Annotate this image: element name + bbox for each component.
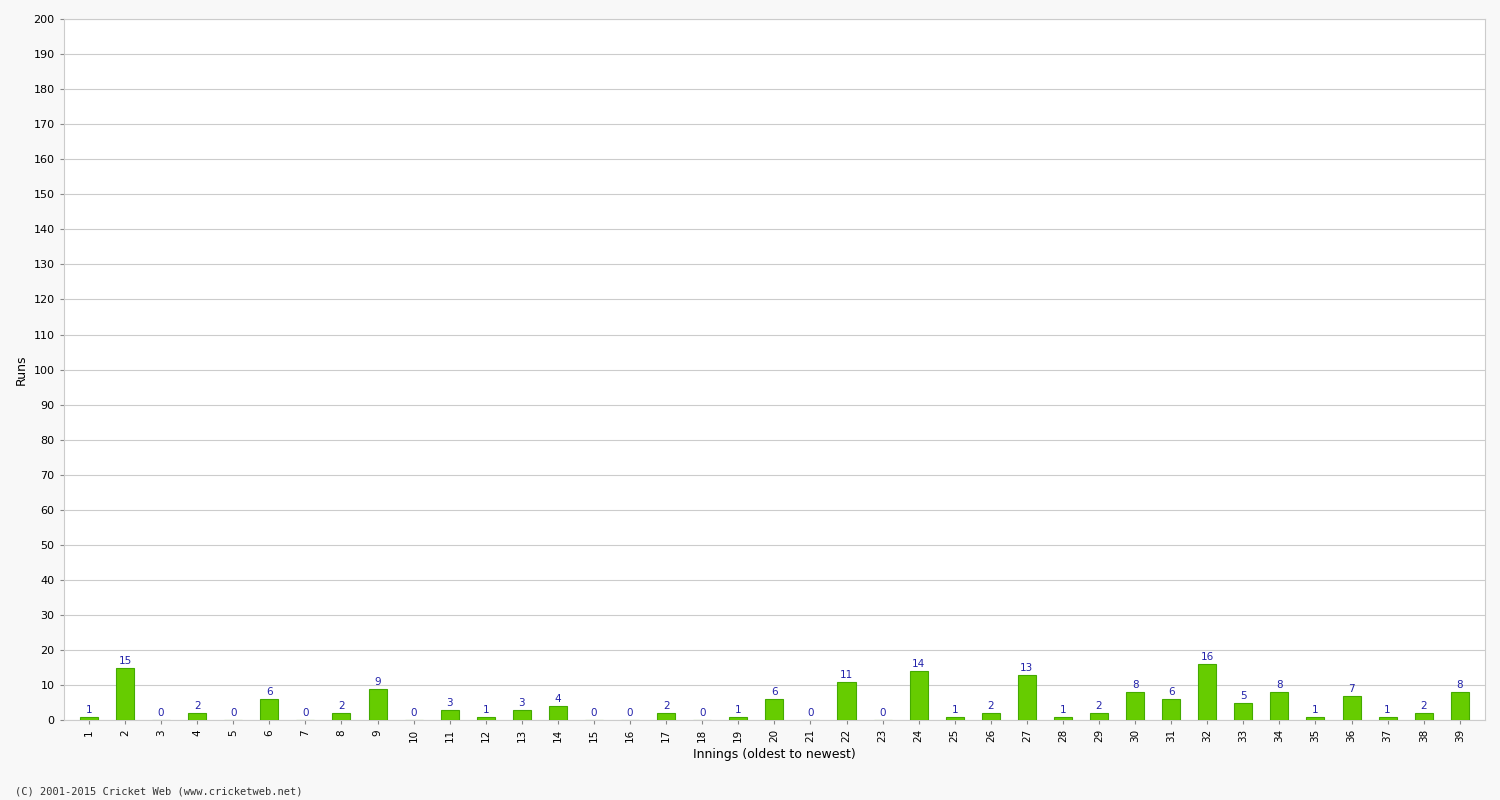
Bar [1234,702,1252,720]
Text: 0: 0 [411,709,417,718]
Text: 0: 0 [158,709,165,718]
Text: 16: 16 [1200,652,1214,662]
Bar [1342,696,1360,720]
Text: 1: 1 [1059,705,1066,715]
Bar [513,710,531,720]
Text: 1: 1 [951,705,958,715]
Text: 0: 0 [591,709,597,718]
Bar [1019,674,1036,720]
Text: 13: 13 [1020,663,1034,673]
Text: 14: 14 [912,659,926,670]
Bar [1414,713,1432,720]
Text: 1: 1 [86,705,93,715]
Text: 2: 2 [663,702,669,711]
Bar [1378,717,1396,720]
Text: 2: 2 [194,702,201,711]
Bar [945,717,963,720]
Text: 1: 1 [735,705,741,715]
Text: 3: 3 [447,698,453,708]
Bar [837,682,855,720]
Text: 11: 11 [840,670,854,680]
Bar [1198,664,1216,720]
Bar [1162,699,1180,720]
Text: 0: 0 [879,709,886,718]
Text: 6: 6 [1168,687,1174,698]
Text: 1: 1 [483,705,489,715]
Text: 2: 2 [1420,702,1426,711]
Text: 2: 2 [1095,702,1102,711]
Bar [982,713,1000,720]
Text: 4: 4 [555,694,561,704]
Bar [1450,692,1468,720]
Bar [333,713,351,720]
Text: 0: 0 [230,709,237,718]
Bar [188,713,206,720]
Bar [261,699,279,720]
Text: 15: 15 [118,656,132,666]
Bar [116,667,134,720]
Bar [657,713,675,720]
Bar [549,706,567,720]
Text: 8: 8 [1132,680,1138,690]
Bar [369,689,387,720]
Bar [1090,713,1108,720]
Text: 1: 1 [1384,705,1390,715]
Bar [441,710,459,720]
Text: 0: 0 [699,709,705,718]
Text: 8: 8 [1456,680,1462,690]
Text: 8: 8 [1276,680,1282,690]
Bar [765,699,783,720]
Bar [1054,717,1072,720]
Bar [729,717,747,720]
Bar [1306,717,1324,720]
Text: 0: 0 [807,709,813,718]
Text: 7: 7 [1348,684,1354,694]
Text: (C) 2001-2015 Cricket Web (www.cricketweb.net): (C) 2001-2015 Cricket Web (www.cricketwe… [15,786,303,796]
Bar [80,717,98,720]
Bar [477,717,495,720]
Text: 2: 2 [338,702,345,711]
Text: 0: 0 [302,709,309,718]
Text: 0: 0 [627,709,633,718]
Bar [909,671,927,720]
Text: 3: 3 [519,698,525,708]
Y-axis label: Runs: Runs [15,354,28,385]
X-axis label: Innings (oldest to newest): Innings (oldest to newest) [693,748,855,761]
Text: 5: 5 [1240,691,1246,701]
Text: 6: 6 [266,687,273,698]
Text: 9: 9 [374,677,381,687]
Text: 6: 6 [771,687,777,698]
Text: 1: 1 [1312,705,1318,715]
Bar [1270,692,1288,720]
Bar [1126,692,1144,720]
Text: 2: 2 [987,702,994,711]
